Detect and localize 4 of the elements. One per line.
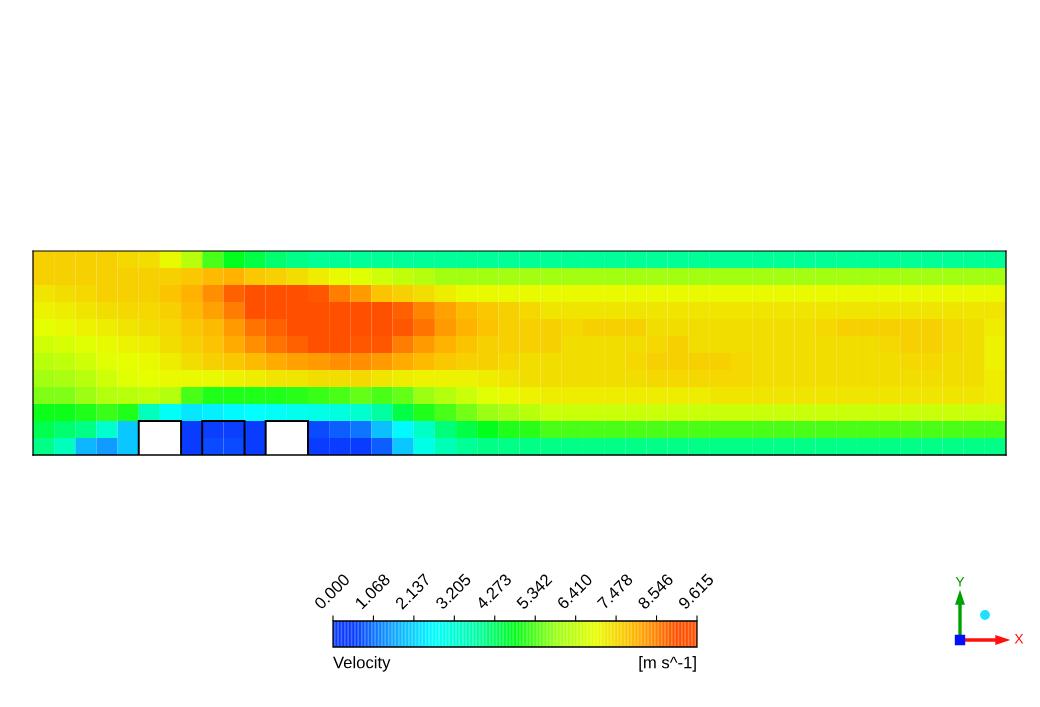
- text: Y: [955, 577, 965, 587]
- text: X: [1014, 634, 1024, 644]
- color-bar-title: Velocity: [333, 656, 391, 672]
- text: [m s^-1]: [639, 656, 696, 672]
